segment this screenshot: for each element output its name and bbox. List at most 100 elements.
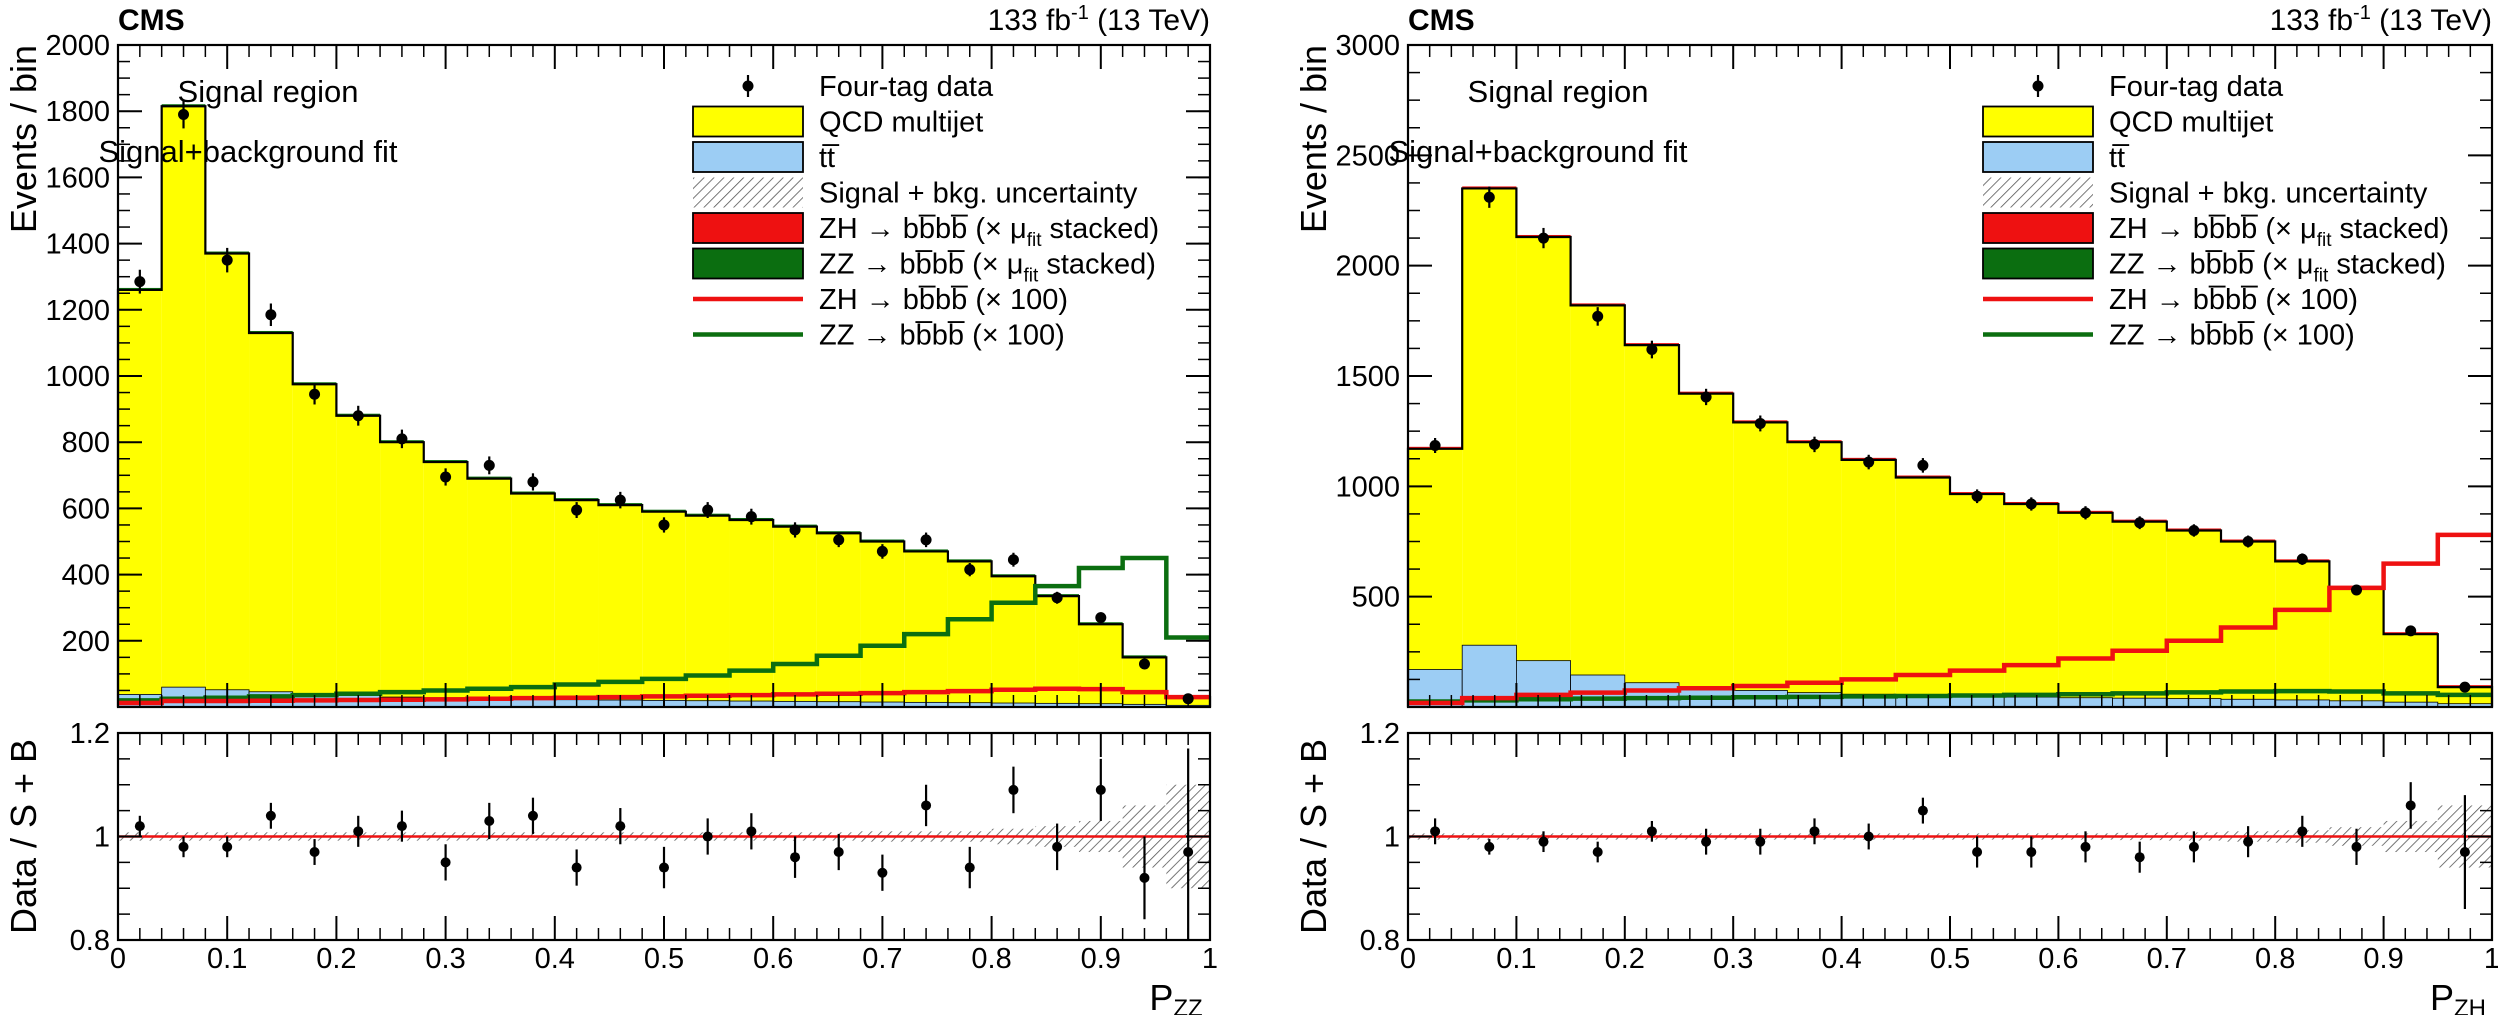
legend-swatch-ttbar: [692, 141, 804, 173]
qcd-bar: [598, 505, 643, 707]
data-point: [571, 504, 583, 516]
qcd-bar: [904, 551, 948, 707]
right-panel: 500 1000 1500 2000 2500 3000 0 0.1 0.2 0.3 0.4 0.5 0…: [1293, 2, 2498, 1015]
data-point: [964, 564, 976, 576]
ratio-point: [2459, 847, 2470, 858]
x-axis-title: PZH: [2430, 977, 2486, 1015]
ratio-point: [1484, 841, 1495, 852]
y-axis-title: Events / bin: [1293, 45, 1334, 233]
legend-swatch-qcd: [1982, 105, 2094, 138]
qcd-bar: [118, 289, 162, 707]
legend-text: Signal + bkg. uncertainty: [2109, 178, 2428, 210]
legend-swatch-uncertainty: [1983, 177, 2093, 208]
data-point: [2296, 553, 2308, 565]
ratio-point: [2134, 852, 2145, 863]
ratio-point: [1139, 872, 1150, 883]
fit-label: Signal+background fit: [98, 134, 397, 169]
legend-swatch-ttbar: [1982, 141, 2094, 173]
qcd-bar: [947, 561, 992, 707]
legend-text: ZH → bb̅bb̅ (× μ: [2109, 213, 2317, 245]
legend-label-zz_line: ZZ → bb̅bb̅ (× 100): [819, 320, 1065, 352]
ratio-point: [790, 852, 801, 863]
y-tick-label: 2000: [1335, 251, 1400, 283]
x-tick-label: 0.2: [1605, 943, 1645, 975]
x-tick-label: 0.4: [535, 943, 575, 975]
ttbar-bar: [1624, 682, 1680, 708]
ratio-point: [484, 815, 495, 826]
legend-label-zh_stack: ZH → bb̅bb̅ (× μfit stacked): [2109, 213, 2449, 251]
experiment-label: CMS: [118, 4, 185, 37]
legend-text: ZH → bb̅bb̅ (× 100): [819, 284, 1068, 316]
ratio-point: [615, 821, 626, 832]
legend-label-qcd: QCD multijet: [819, 107, 983, 139]
data-point: [2351, 584, 2362, 596]
x-tick-label: 0.8: [2255, 943, 2295, 975]
ratio-point: [1592, 847, 1603, 858]
y-tick-label: 2000: [45, 30, 110, 62]
legend-label-unc: Signal + bkg. uncertainty: [819, 178, 1138, 210]
data-point: [2188, 524, 2200, 536]
legend-swatch-uncertainty: [693, 177, 803, 208]
ratio-point: [1538, 836, 1549, 847]
ttbar-bar: [2112, 697, 2168, 708]
zz-signal-x100-line: [118, 555, 1210, 703]
y-tick-label: 400: [62, 560, 110, 592]
x-tick-label: 0.5: [1930, 943, 1970, 975]
legend-label-zz_line: ZZ → bb̅bb̅ (× 100): [2109, 320, 2355, 352]
legend-text: QCD multijet: [2109, 107, 2273, 139]
data-point: [1917, 459, 1929, 471]
x-tick-label: 0.7: [2147, 943, 2187, 975]
ttbar-bar: [2220, 698, 2276, 708]
ratio-y-tick-label: 1.2: [70, 718, 110, 750]
qcd-bar: [2058, 512, 2113, 707]
x-tick-label: 0.9: [1081, 943, 1121, 975]
y-tick-label: 1500: [1335, 361, 1400, 393]
data-point: [1700, 391, 1712, 403]
qcd-bar: [1679, 393, 1734, 707]
x-tick-label: 0.3: [425, 943, 465, 975]
legend-label-ttbar: tt̅: [2109, 142, 2130, 174]
ratio-point: [921, 800, 932, 811]
data-point: [833, 534, 845, 546]
lumi-value: 133 fb: [2270, 4, 2353, 37]
qcd-bar: [554, 500, 599, 707]
data-point: [920, 534, 932, 546]
qcd-bar: [336, 415, 381, 707]
energy-label: (13 TeV): [1089, 4, 1210, 37]
ratio-point: [2188, 841, 2199, 852]
data-point: [527, 476, 539, 488]
lumi-exponent: -1: [2353, 2, 2371, 24]
legend-text: ZZ → bb̅bb̅ (× μ: [2109, 249, 2313, 281]
ratio-point: [527, 810, 538, 821]
legend-label-zz_stack: ZZ → bb̅bb̅ (× μfit stacked): [819, 249, 1156, 287]
ttbar-bar: [2166, 698, 2222, 708]
data-point: [1095, 612, 1107, 624]
data-point: [1007, 554, 1019, 566]
data-point: [1646, 344, 1658, 356]
qcd-bar: [380, 442, 424, 707]
data-point: [2025, 498, 2037, 510]
data-point: [1538, 232, 1549, 244]
data-point: [483, 459, 495, 471]
ratio-point: [265, 810, 276, 821]
qcd-bar: [991, 576, 1036, 707]
ratio-y-tick-label: 1.2: [1360, 718, 1400, 750]
qcd-bar: [2383, 634, 2438, 707]
legend-label-unc: Signal + bkg. uncertainty: [2109, 178, 2428, 210]
ratio-y-tick-label: 0.8: [1360, 925, 1400, 957]
x-tick-label: 1: [1202, 943, 1218, 975]
legend-label-ttbar: tt̅: [819, 142, 840, 174]
legend-label-qcd: QCD multijet: [2109, 107, 2273, 139]
ratio-point: [222, 841, 233, 852]
data-point: [1138, 658, 1150, 670]
legend-text: Four-tag data: [819, 71, 994, 103]
qcd-bar: [729, 519, 774, 707]
legend-text: ZH → bb̅bb̅ (× μ: [819, 213, 1027, 245]
x-tick-label: 0: [110, 943, 126, 975]
ratio-y-axis-title: Data / S + B: [1293, 739, 1334, 934]
x-tick-label: 0.3: [1713, 943, 1753, 975]
qcd-bar: [1624, 345, 1679, 707]
y-axis-title: Events / bin: [3, 45, 44, 233]
ratio-point: [964, 862, 975, 873]
